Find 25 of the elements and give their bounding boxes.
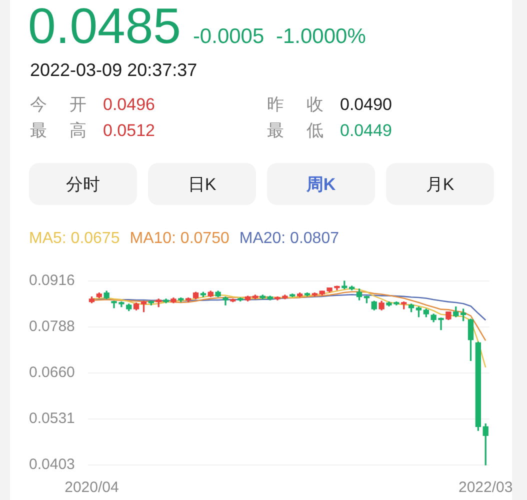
y-tick-label: 0.0403 — [29, 456, 75, 474]
text: MA20: 0.0807 — [239, 229, 339, 249]
tab-button: 日K — [148, 163, 256, 205]
text: MA10: 0.0750 — [130, 229, 230, 249]
x-tick-label: 2020/04 — [64, 479, 119, 496]
y-tick-label: 0.0788 — [29, 318, 75, 336]
text: 最 高 — [30, 120, 88, 142]
text: 0.0490 — [340, 95, 392, 114]
text: MA5: 0.0675 — [29, 229, 120, 249]
text: 2022-03-09 20:37:37 — [30, 60, 198, 80]
y-tick-label: 0.0660 — [29, 364, 75, 381]
tab-button: 分时 — [29, 163, 137, 205]
chart-subtitle: -0.0005 -1.0000% — [192, 25, 366, 49]
text: 昨 收 — [267, 94, 325, 116]
y-tick-label: 0.0531 — [29, 410, 75, 428]
text: 0.0512 — [103, 121, 155, 140]
text: 最 低 — [267, 120, 325, 142]
x-tick-label: 2022/03 — [458, 479, 513, 496]
text: 0.0449 — [340, 121, 392, 140]
chart-title: 0.0485 — [28, 0, 181, 54]
tab-button: 周K — [267, 163, 375, 205]
y-tick-label: 0.0916 — [29, 272, 75, 290]
tab-button: 月K — [386, 163, 494, 205]
text: 今 开 — [30, 94, 88, 116]
text: 0.0496 — [103, 95, 155, 114]
